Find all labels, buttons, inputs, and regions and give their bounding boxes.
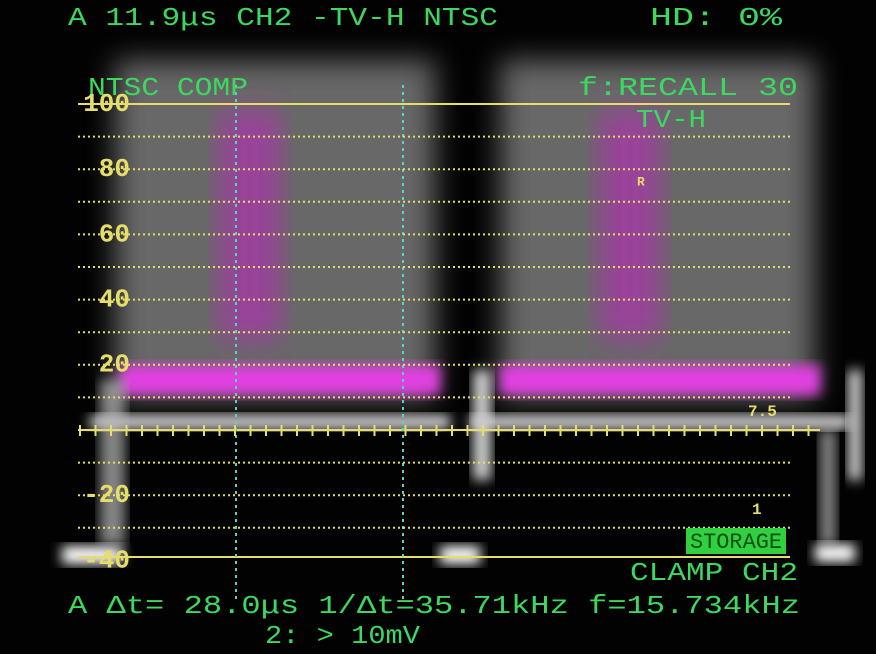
right-scale-lower: 1 xyxy=(752,501,762,519)
storage-label: STORAGE xyxy=(690,530,782,555)
scale-label: 100 xyxy=(83,89,130,119)
clamp-label: CLAMP CH2 xyxy=(630,558,798,588)
scale-label: 40 xyxy=(99,284,130,314)
readout-line2: 2: > 10mV xyxy=(265,621,420,651)
status-right: HD: 0% xyxy=(650,3,783,33)
scale-label: 60 xyxy=(99,219,130,249)
sweep-label: TV-H xyxy=(636,105,706,135)
scale-label: 20 xyxy=(99,350,130,380)
right-scale-upper: 7.5 xyxy=(748,403,777,421)
status-left: A 11.9μs CH2 -TV-H NTSC xyxy=(68,3,498,33)
marker-label: R xyxy=(637,174,645,189)
readout-line1: A Δt= 28.0μs 1/Δt=35.71kHz f=15.734kHz xyxy=(68,591,800,621)
waveform-monitor: A 11.9μs CH2 -TV-H NTSC HD: 0% NTSC COMP… xyxy=(0,0,876,654)
scale-label: -40 xyxy=(83,545,130,575)
scale-label: 80 xyxy=(99,154,130,184)
scale-label: -20 xyxy=(83,480,130,510)
recall-label: f:RECALL 30 xyxy=(578,73,798,103)
